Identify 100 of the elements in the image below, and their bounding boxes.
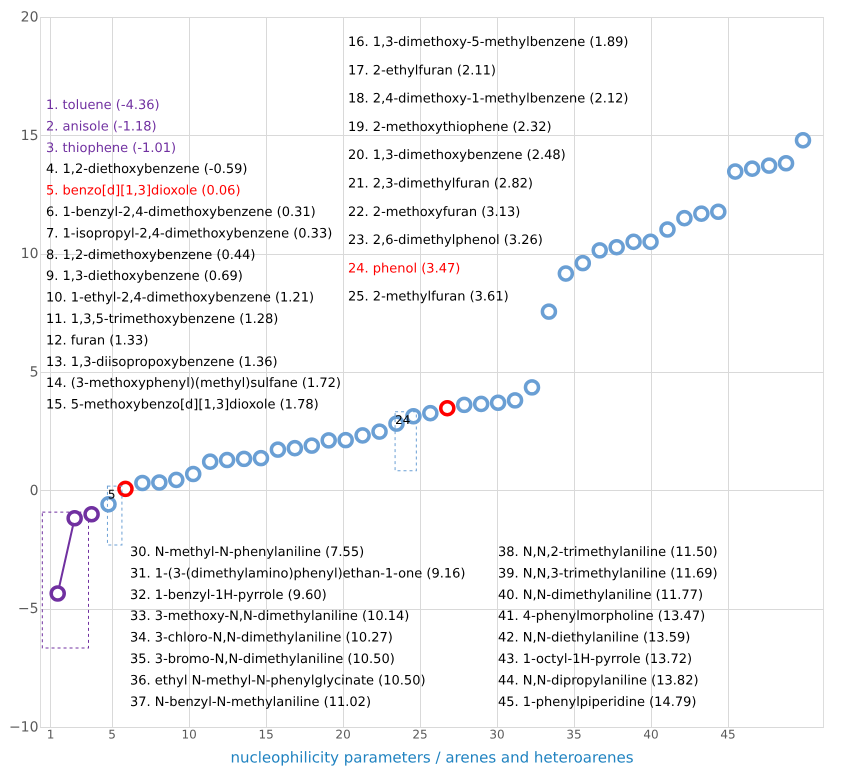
point	[236, 450, 252, 468]
annotation: 9. 1,3-diethoxybenzene (0.69)	[46, 269, 243, 284]
point	[608, 239, 625, 256]
point	[574, 254, 592, 272]
y-tick-label: 20	[20, 10, 38, 26]
point	[760, 157, 778, 174]
annotation: 22. 2-methoxyfuran (3.13)	[348, 204, 520, 220]
annotation: 18. 2,4-dimethoxy-1-methylbenzene (2.12)	[348, 92, 628, 107]
y-tick-label: 5	[30, 364, 38, 380]
point	[744, 160, 760, 177]
point	[794, 132, 812, 149]
annotation: 23. 2,6-dimethylphenol (3.26)	[348, 233, 543, 248]
annotation: 13. 1,3-diisopropoxybenzene (1.36)	[46, 354, 278, 370]
point	[693, 205, 710, 222]
annotation: 2. anisole (-1.18)	[46, 119, 157, 134]
annotation: 43. 1-octyl-1H-pyrrole (13.72)	[498, 652, 692, 667]
x-tick-label: 45	[720, 728, 736, 742]
annotation: 41. 4-phenylmorpholine (13.47)	[498, 609, 706, 624]
point	[151, 474, 168, 491]
point	[506, 392, 524, 409]
point	[304, 437, 320, 454]
point	[456, 396, 472, 414]
annotation: 35. 3-bromo-N,N-dimethylaniline (10.50)	[130, 652, 395, 667]
annotation: 44. N,N-dipropylaniline (13.82)	[498, 673, 699, 688]
point	[134, 474, 151, 492]
annotation: 24. phenol (3.47)	[348, 261, 460, 276]
point	[218, 452, 236, 468]
point	[252, 450, 270, 466]
annotation: 1. toluene (-4.36)	[46, 98, 160, 113]
annotation: 31. 1-(3-(dimethylamino)phenyl)ethan-1-one (9.16)	[130, 566, 466, 582]
y-tick-label: −10	[8, 720, 38, 736]
annotation: 16. 1,3-dimethoxy-5-methylbenzene (1.89)	[348, 35, 628, 50]
point	[66, 510, 83, 527]
x-tick-label: 20	[335, 728, 351, 742]
point	[184, 466, 202, 482]
point	[490, 394, 506, 412]
point	[710, 204, 727, 220]
point	[625, 234, 642, 250]
annotation: 42. N,N-diethylaniline (13.59)	[498, 630, 690, 646]
y-tick-label: 0	[30, 482, 38, 499]
annotation: 7. 1-isopropyl-2,4-dimethoxybenzene (0.33)	[46, 226, 332, 242]
point	[83, 506, 100, 522]
annotation: 12. furan (1.33)	[46, 333, 148, 348]
point	[726, 163, 744, 180]
annotation: 38. N,N,2-trimethylaniline (11.50)	[498, 545, 718, 560]
annotation: 5. benzo[d][1,3]dioxole (0.06)	[46, 184, 241, 199]
point	[117, 480, 134, 498]
x-tick-label: 15	[258, 728, 274, 742]
x-tick-label: 10	[181, 728, 197, 742]
annotation: 40. N,N-dimethylaniline (11.77)	[498, 588, 704, 603]
point	[337, 432, 354, 448]
x-tick-label: 25	[412, 728, 428, 742]
annotation: 34. 3-chloro-N,N-dimethylaniline (10.27)	[130, 630, 393, 646]
point	[472, 396, 490, 412]
annotation: 6. 1-benzyl-2,4-dimethoxybenzene (0.31)	[46, 205, 316, 220]
annotation: 20. 1,3-dimethoxybenzene (2.48)	[348, 148, 566, 164]
x-tick-label: 5	[108, 728, 116, 742]
annotation: 30. N-methyl-N-phenylaniline (7.55)	[130, 545, 364, 560]
annotation: 32. 1-benzyl-1H-pyrrole (9.60)	[130, 588, 327, 603]
point	[439, 400, 456, 416]
point	[422, 404, 439, 422]
point	[286, 440, 304, 456]
point	[49, 585, 66, 602]
annotation: 8. 1,2-dimethoxybenzene (0.44)	[46, 248, 256, 263]
annotation: 33. 3-methoxy-N,N-dimethylaniline (10.14)	[130, 609, 410, 624]
annotation: 37. N-benzyl-N-methylaniline (11.02)	[130, 694, 372, 710]
annotation: 11. 1,3,5-trimethoxybenzene (1.28)	[46, 312, 278, 327]
point	[642, 234, 659, 250]
annotation: 25. 2-methylfuran (3.61)	[348, 290, 509, 305]
point	[320, 432, 337, 449]
annotation: 4. 1,2-diethoxybenzene (-0.59)	[46, 162, 248, 178]
point	[270, 441, 286, 458]
annotation: 17. 2-ethylfuran (2.11)	[348, 63, 496, 78]
point	[778, 155, 794, 172]
point	[524, 379, 540, 396]
annotation: 45. 1-phenylpiperidine (14.79)	[498, 694, 696, 710]
x-tick-label: 40	[643, 728, 659, 742]
y-tick-label: −5	[18, 601, 38, 618]
point	[202, 453, 218, 470]
annotation: 3. thiophene (-1.01)	[46, 140, 176, 156]
point	[540, 303, 558, 320]
point	[371, 423, 388, 440]
annotation: 21. 2,3-dimethylfuran (2.82)	[348, 176, 533, 192]
x-tick-label: 1	[46, 728, 54, 742]
annotation: 10. 1-ethyl-2,4-dimethoxybenzene (1.21)	[46, 290, 314, 306]
point	[659, 221, 676, 238]
y-tick-label: 15	[20, 128, 38, 144]
point	[676, 210, 693, 226]
x-tick-label: 30	[489, 728, 505, 742]
annotation: 14. (3-methoxyphenyl)(methyl)sulfane (1.72)	[46, 376, 341, 392]
x-axis-title: nucleophilicity parameters / arenes and heteroarenes	[230, 748, 634, 766]
point	[168, 472, 185, 488]
annotation: 36. ethyl N-methyl-N-phenylglycinate (10.50)	[130, 673, 426, 688]
point	[558, 265, 574, 282]
x-tick-label: 35	[566, 728, 582, 742]
annotation: 15. 5-methoxybenzo[d][1,3]dioxole (1.78)	[46, 398, 319, 413]
annotation: 39. N,N,3-trimethylaniline (11.69)	[498, 566, 718, 582]
point	[354, 427, 371, 444]
y-tick-label: 10	[20, 246, 38, 262]
point	[591, 242, 608, 259]
